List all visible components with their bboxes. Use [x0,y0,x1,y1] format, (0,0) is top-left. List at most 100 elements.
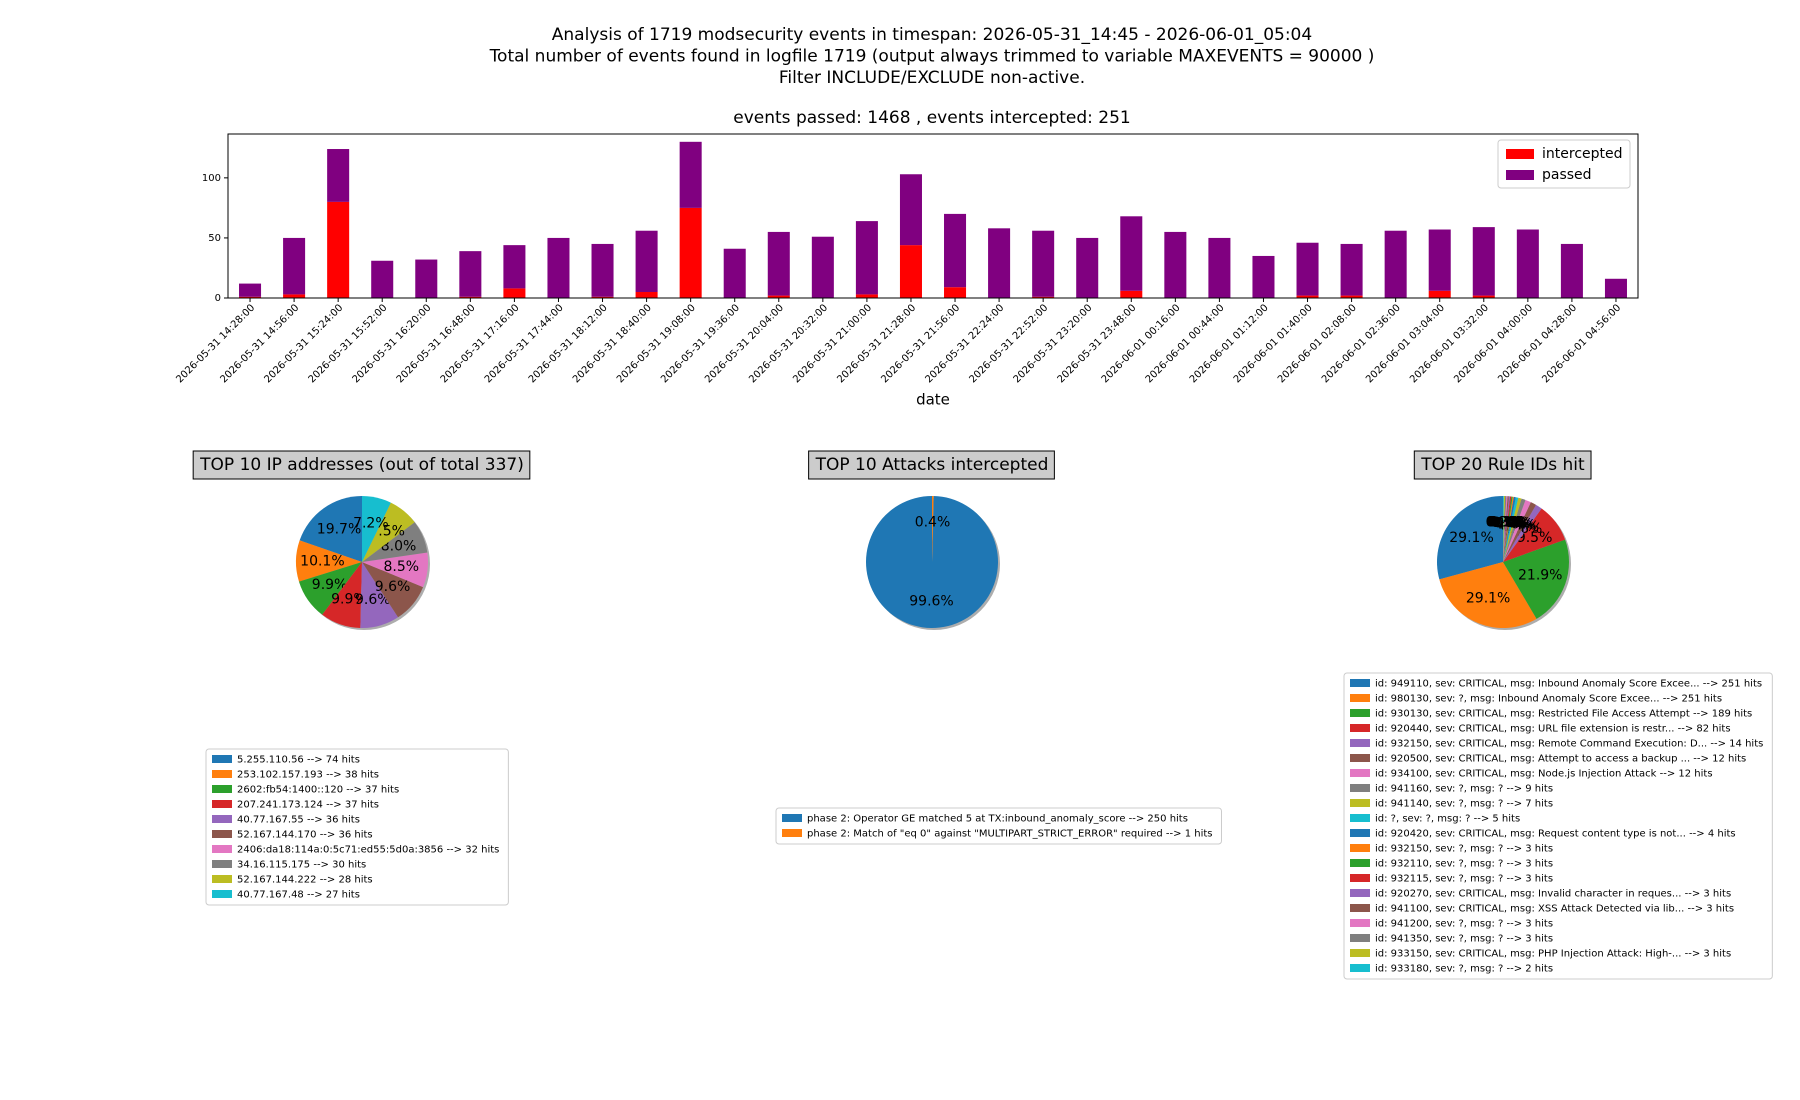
pie-wedge [322,562,362,628]
x-axis-label: date [916,391,950,409]
legend-label: id: 941350, sev: ?, msg: ? --> 3 hits [1375,934,1553,945]
legend-swatch [212,860,232,868]
pie-legend: phase 2: Operator GE matched 5 at TX:inb… [782,814,1212,840]
pie-wedge [1503,496,1511,562]
legend-label: 40.77.167.55 --> 36 hits [237,815,360,826]
y-tick-label: 50 [208,233,221,244]
bar-segment [1032,296,1055,298]
pie-wedge [1503,508,1566,562]
chart-title: events passed: 1468 , events intercepted… [733,108,1130,128]
legend-label: id: 932150, sev: ?, msg: ? --> 3 hits [1375,844,1553,855]
x-tick-label: 2026-05-31 15:24:00 [263,302,346,385]
legend-label: id: 941160, sev: ?, msg: ? --> 9 hits [1375,784,1553,795]
pie-wedge [1439,562,1537,629]
bar-segment [988,228,1011,298]
bar-segment [283,294,306,298]
legend-box [1343,672,1773,980]
legend-label: id: 934100, sev: CRITICAL, msg: Node.js … [1375,769,1713,780]
x-tick-label: 2026-05-31 18:40:00 [571,302,654,385]
legend-swatch [782,814,802,822]
bar-segment [327,149,350,202]
pie-wedge [1503,496,1508,562]
x-tick-label: 2026-06-01 03:04:00 [1364,302,1447,385]
x-tick-label: 2026-05-31 17:44:00 [483,302,566,385]
pie-value-label: 8.0% [381,539,417,555]
legend-swatch [1506,149,1534,159]
legend-label: id: 932110, sev: ?, msg: ? --> 3 hits [1375,859,1553,870]
bar-segment [679,141,702,208]
legend-box [775,807,1222,845]
legend-label: 2602:fb54:1400::120 --> 37 hits [237,785,399,796]
x-tick-label: 2026-05-31 23:48:00 [1056,302,1139,385]
bar-segment [503,288,526,298]
suptitle: Analysis of 1719 modsecurity events in t… [552,25,1312,45]
legend-label: id: 930130, sev: CRITICAL, msg: Restrict… [1375,709,1752,720]
pie-wedge [1503,496,1514,562]
plot-frame [227,133,1639,299]
pie-wedge [1503,496,1504,562]
x-tick-label: 2026-05-31 21:56:00 [879,302,962,385]
pie-value-label: 29.1% [1449,530,1493,546]
pie-value-label: 0.4% [915,514,951,530]
pie-value-label: 9.9% [331,591,367,607]
bar-segment [1296,295,1319,298]
legend-swatch [1350,844,1370,852]
bar-segment [855,294,878,298]
pie-value-label: 8.5% [384,559,420,575]
legend-label: id: 920500, sev: CRITICAL, msg: Attempt … [1375,754,1746,765]
legend-label: id: 920440, sev: CRITICAL, msg: URL file… [1375,724,1731,735]
pie-wedge [362,522,428,562]
suptitle: Filter INCLUDE/EXCLUDE non-active. [779,68,1085,88]
pie-value-label: 9.6% [375,579,411,595]
bar-segment [723,248,746,298]
pie-value-label: 0.3% [1486,514,1522,530]
pie-value-label: 0.2% [1485,514,1521,530]
bar-segment [767,231,790,296]
x-tick-label: 2026-06-01 04:28:00 [1496,302,1579,385]
pie-wedge [1503,496,1506,562]
pie-wedge [1437,496,1503,580]
legend-label: id: 933180, sev: ?, msg: ? --> 2 hits [1375,964,1553,975]
pie-value-label: 29.1% [1466,591,1510,607]
pie-wedge [1503,499,1531,562]
pie-value-label: 9.6% [355,592,391,608]
legend-swatch [1350,709,1370,717]
legend-label: 40.77.167.48 --> 27 hits [237,890,360,901]
bar-segment [899,174,922,246]
pie-title: TOP 10 IP addresses (out of total 337) [199,455,524,475]
x-tick-label: 2026-06-01 04:00:00 [1452,302,1535,385]
x-tick-label: 2026-05-31 19:08:00 [615,302,698,385]
bar-segment [327,201,350,298]
legend-swatch [212,770,232,778]
bar-segment [371,260,394,298]
pie-wedge [362,552,428,588]
bar-segment [239,283,262,297]
x-tick-label: 2026-05-31 22:24:00 [923,302,1006,385]
legend-swatch [212,845,232,853]
legend-swatch [212,800,232,808]
bar-segment [547,237,570,298]
pie-value-label: 0.3% [1491,515,1527,531]
bar-segment [459,296,482,298]
pie-wedge [299,496,362,562]
legend-label: id: 933150, sev: CRITICAL, msg: PHP Inje… [1375,949,1731,960]
legend-swatch [1350,829,1370,837]
bar-segment [635,291,658,298]
bar-segment [899,245,922,298]
pie-wedge [1503,504,1542,562]
bar-segment [1252,255,1275,298]
bar-segment [459,251,482,297]
legend-swatch [1350,874,1370,882]
pie-wedge [1503,496,1507,562]
pie-wedge [866,496,999,629]
legend-label: passed [1542,167,1592,183]
x-tick-label: 2026-05-31 19:36:00 [659,302,742,385]
legend-label: id: 941200, sev: ?, msg: ? --> 3 hits [1375,919,1553,930]
legend-label: 34.16.115.175 --> 30 hits [237,860,366,871]
legend-swatch [1350,859,1370,867]
x-tick-label: 2026-06-01 02:36:00 [1320,302,1403,385]
bar-segment [944,213,967,288]
legend-swatch [1350,919,1370,927]
legend-label: id: 941100, sev: CRITICAL, msg: XSS Atta… [1375,904,1734,915]
